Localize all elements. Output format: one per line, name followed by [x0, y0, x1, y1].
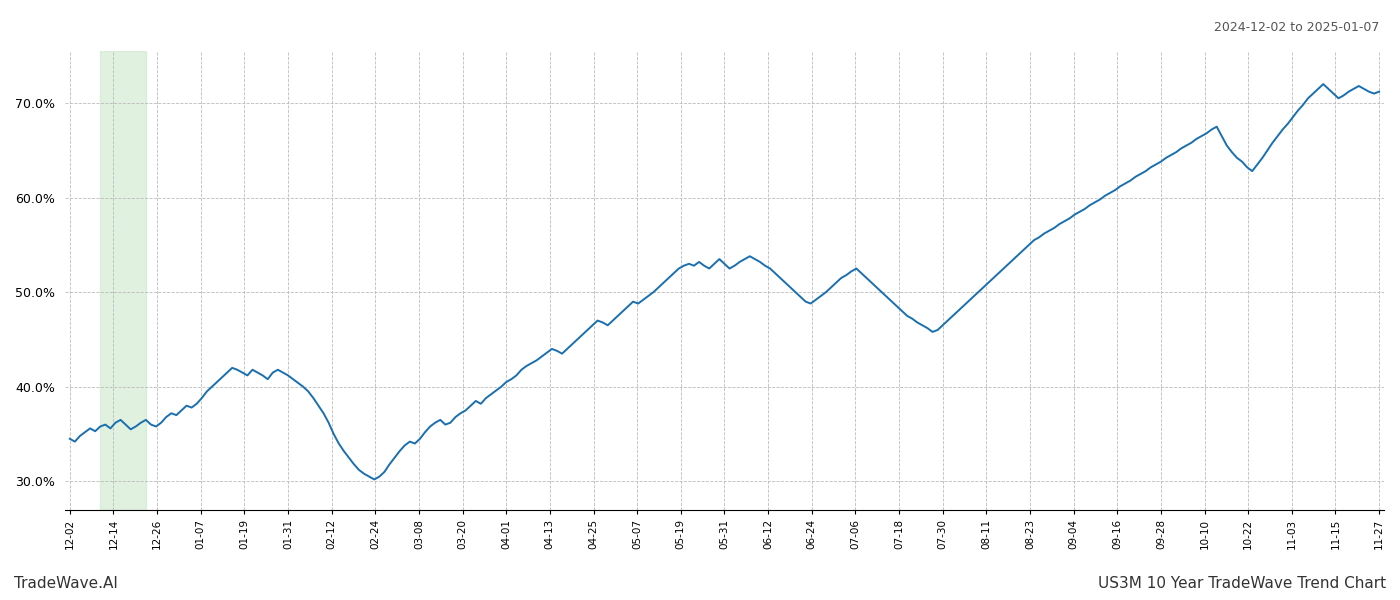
Text: TradeWave.AI: TradeWave.AI — [14, 576, 118, 591]
Bar — [101, 51, 146, 510]
Text: US3M 10 Year TradeWave Trend Chart: US3M 10 Year TradeWave Trend Chart — [1098, 576, 1386, 591]
Text: 2024-12-02 to 2025-01-07: 2024-12-02 to 2025-01-07 — [1214, 21, 1379, 34]
